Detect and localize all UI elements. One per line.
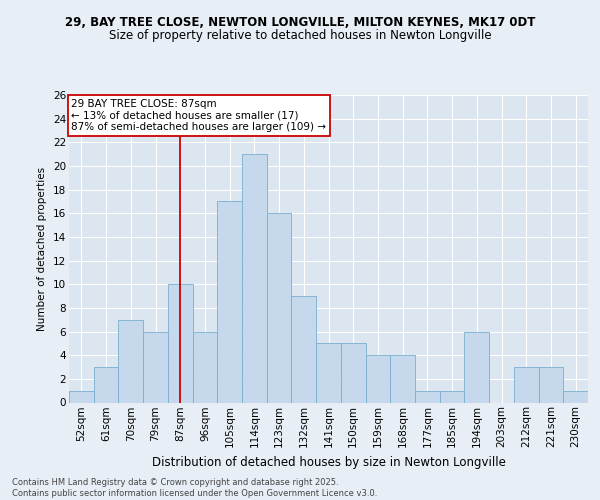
Text: Size of property relative to detached houses in Newton Longville: Size of property relative to detached ho… [109, 28, 491, 42]
Bar [143, 332, 168, 402]
Bar [563, 390, 588, 402]
Bar [440, 390, 464, 402]
Text: 29, BAY TREE CLOSE, NEWTON LONGVILLE, MILTON KEYNES, MK17 0DT: 29, BAY TREE CLOSE, NEWTON LONGVILLE, MI… [65, 16, 535, 29]
Bar [514, 367, 539, 402]
Bar [267, 214, 292, 402]
Bar [292, 296, 316, 403]
Bar [69, 390, 94, 402]
X-axis label: Distribution of detached houses by size in Newton Longville: Distribution of detached houses by size … [152, 456, 505, 468]
Text: 29 BAY TREE CLOSE: 87sqm
← 13% of detached houses are smaller (17)
87% of semi-d: 29 BAY TREE CLOSE: 87sqm ← 13% of detach… [71, 99, 326, 132]
Text: Contains HM Land Registry data © Crown copyright and database right 2025.
Contai: Contains HM Land Registry data © Crown c… [12, 478, 377, 498]
Bar [242, 154, 267, 402]
Bar [193, 332, 217, 402]
Bar [118, 320, 143, 402]
Y-axis label: Number of detached properties: Number of detached properties [37, 166, 47, 331]
Bar [415, 390, 440, 402]
Bar [217, 202, 242, 402]
Bar [341, 344, 365, 402]
Bar [390, 355, 415, 403]
Bar [365, 355, 390, 403]
Bar [464, 332, 489, 402]
Bar [168, 284, 193, 403]
Bar [94, 367, 118, 402]
Bar [539, 367, 563, 402]
Bar [316, 344, 341, 402]
